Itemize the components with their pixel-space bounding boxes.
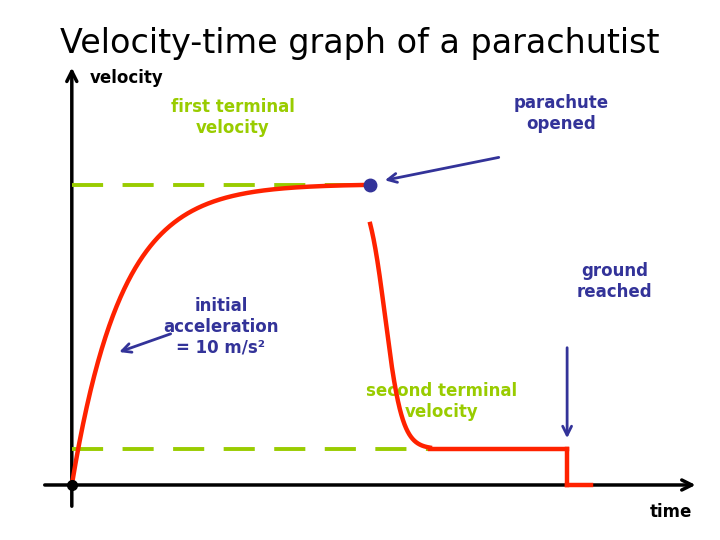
Text: velocity: velocity	[90, 69, 163, 87]
Text: ground
reached: ground reached	[577, 262, 652, 301]
Text: time: time	[650, 503, 693, 521]
Text: parachute
opened: parachute opened	[513, 94, 608, 133]
Text: initial
acceleration
= 10 m/s²: initial acceleration = 10 m/s²	[163, 297, 279, 356]
Text: first terminal
velocity: first terminal velocity	[171, 98, 295, 137]
Text: Velocity-time graph of a parachutist: Velocity-time graph of a parachutist	[60, 27, 660, 60]
Text: second terminal
velocity: second terminal velocity	[366, 382, 518, 421]
